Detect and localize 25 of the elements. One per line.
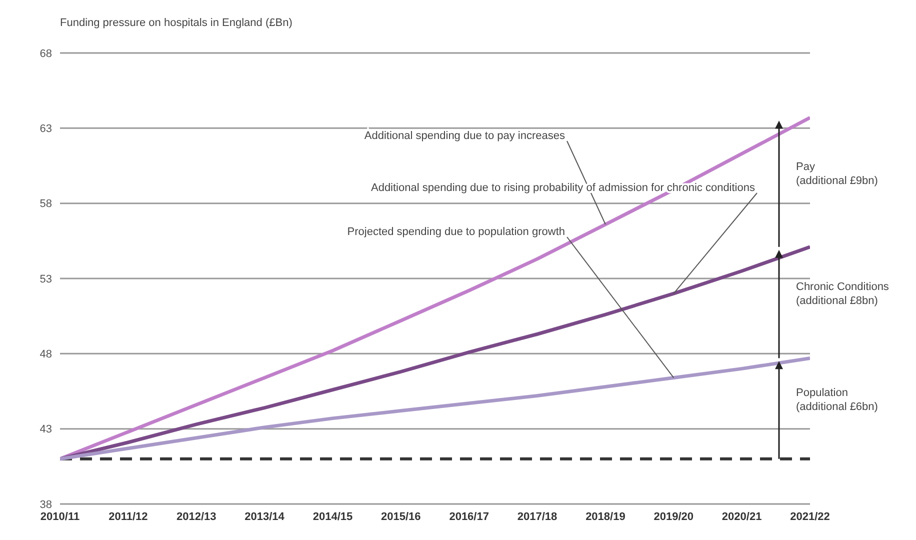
x-tick-label: 2011/12 [108, 510, 148, 523]
y-tick-label: 43 [40, 424, 52, 436]
annotation: Pay (additional £9bn) [796, 160, 878, 187]
x-tick-label: 2020/21 [722, 510, 762, 523]
x-tick-label: 2013/14 [244, 510, 286, 523]
annotation: Chronic Conditions (additional £8bn) [796, 281, 890, 308]
y-axis-title: Funding pressure on hospitals in England (£Bn) [60, 17, 292, 29]
y-tick-label: 58 [40, 198, 52, 210]
x-tick-label: 2018/19 [586, 510, 626, 523]
y-tick-label: 68 [40, 48, 52, 60]
x-tick-label: 2014/15 [312, 510, 353, 523]
x-tick-label: 2012/13 [176, 510, 216, 523]
annotation: Projected spending due to population growth [347, 226, 565, 238]
x-tick-label: 2019/20 [654, 510, 694, 523]
x-tick-label: 2015/16 [381, 510, 421, 523]
x-tick-label: 2016/17 [449, 510, 489, 523]
x-tick-label: 2021/22 [790, 510, 830, 523]
y-tick-label: 38 [40, 498, 52, 511]
x-tick-label: 2010/11 [40, 510, 80, 523]
annotation: Population (additional £6bn) [796, 387, 878, 414]
y-tick-label: 53 [40, 273, 52, 286]
y-tick-label: 63 [40, 123, 52, 136]
x-tick-label: 2017/18 [517, 510, 558, 523]
annotation: Additional spending due to pay increases [364, 130, 566, 142]
y-tick-label: 48 [40, 348, 52, 361]
